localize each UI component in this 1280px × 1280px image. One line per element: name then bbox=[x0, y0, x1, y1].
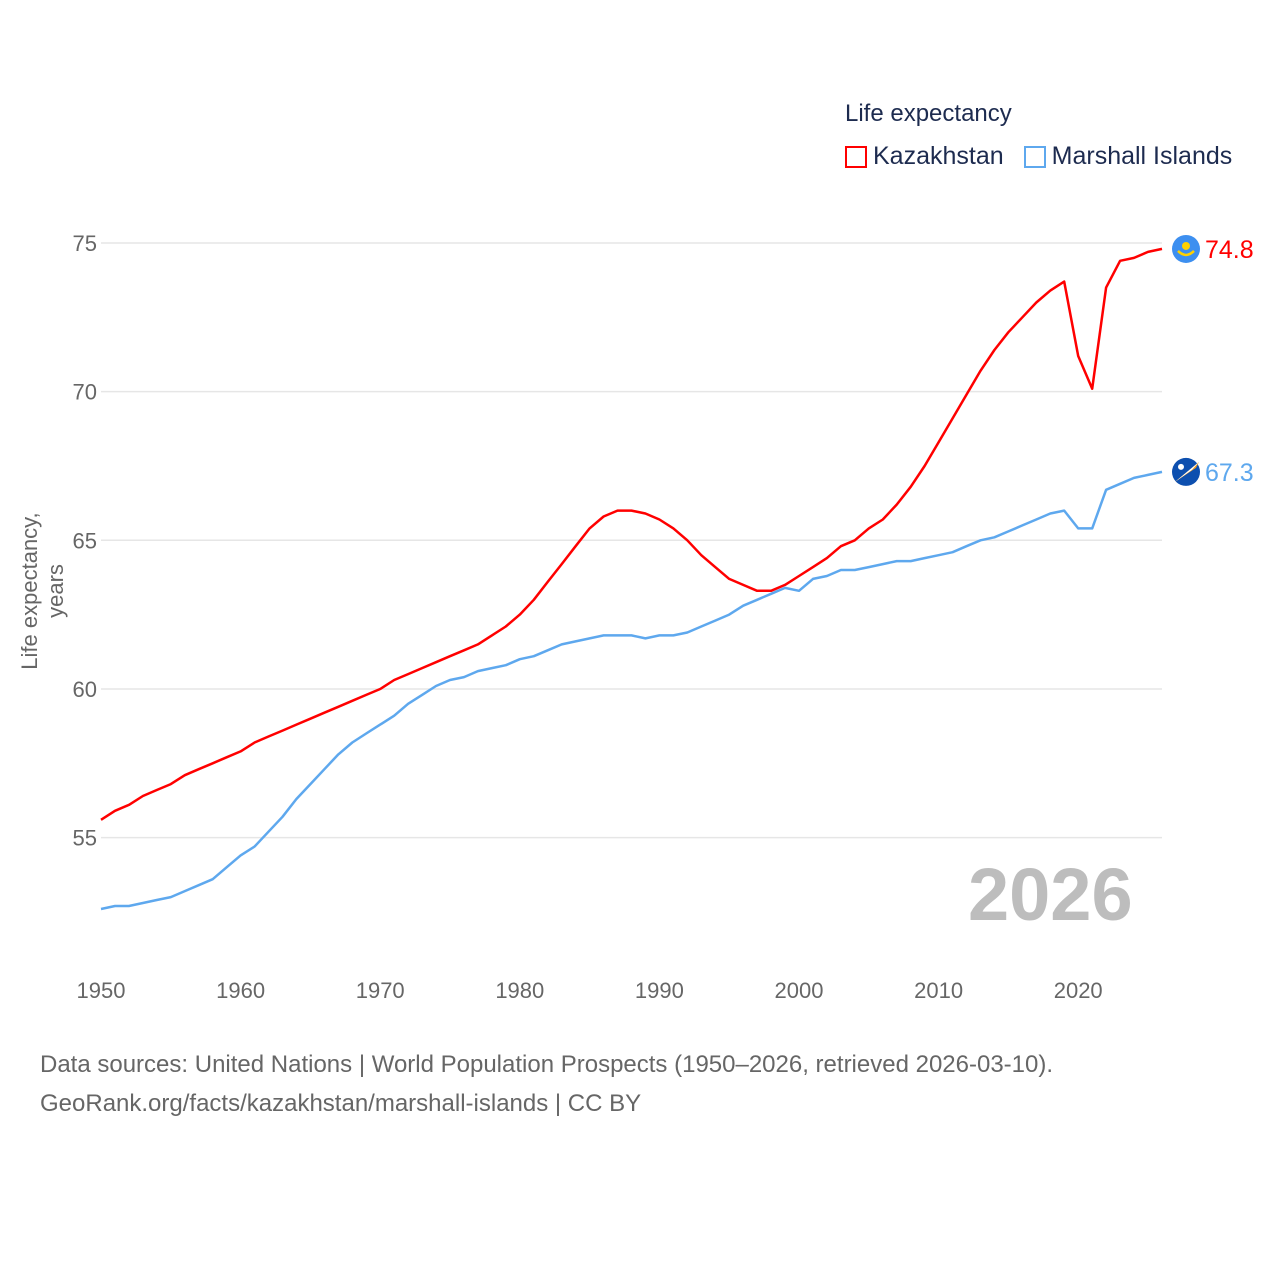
kazakhstan-flag-icon bbox=[1172, 234, 1200, 263]
y-tick-label: 75 bbox=[73, 231, 97, 256]
x-tick-label: 1960 bbox=[216, 978, 265, 1003]
legend-swatch-kazakhstan bbox=[845, 145, 867, 168]
x-tick-label: 1950 bbox=[77, 978, 126, 1003]
x-tick-label: 1970 bbox=[356, 978, 405, 1003]
y-tick-label: 60 bbox=[73, 677, 97, 702]
legend-item-kazakhstan[interactable]: Kazakhstan bbox=[845, 142, 1004, 171]
x-tick-label: 1980 bbox=[495, 978, 544, 1003]
end-value-label: 74.8 bbox=[1205, 236, 1254, 264]
source-note: Data sources: United Nations | World Pop… bbox=[40, 1045, 1053, 1123]
y-tick-label: 65 bbox=[73, 528, 97, 553]
x-tick-label: 2010 bbox=[914, 978, 963, 1003]
flag-star bbox=[1178, 463, 1184, 470]
marshall-islands-flag-icon bbox=[1172, 457, 1200, 486]
flag-stripe-white bbox=[1175, 461, 1199, 482]
flag-sun bbox=[1182, 241, 1190, 250]
x-tick-label: 2000 bbox=[775, 978, 824, 1003]
series-line-marshall-islands bbox=[100, 470, 1163, 911]
flag-background bbox=[1172, 457, 1200, 486]
legend-title: Life expectancy bbox=[845, 100, 1012, 127]
flag-eagle bbox=[1177, 250, 1195, 257]
legend-swatch-marshall-islands bbox=[1023, 145, 1046, 168]
legend-label: Kazakhstan bbox=[873, 142, 1004, 170]
y-tick-label: 55 bbox=[73, 826, 97, 851]
x-tick-label: 2020 bbox=[1054, 978, 1103, 1003]
y-axis-label: Life expectancy, years bbox=[17, 512, 68, 670]
current-year-watermark: 2026 bbox=[968, 853, 1133, 936]
legend-item-marshall-islands[interactable]: Marshall Islands bbox=[1023, 142, 1233, 171]
source-line-2[interactable]: GeoRank.org/facts/kazakhstan/marshall-is… bbox=[40, 1090, 642, 1117]
source-line-1: Data sources: United Nations | World Pop… bbox=[40, 1051, 1054, 1078]
end-value-label: 67.3 bbox=[1205, 459, 1254, 487]
series-line-kazakhstan bbox=[100, 247, 1163, 821]
legend: Kazakhstan Marshall Islands bbox=[845, 142, 1232, 171]
legend-label: Marshall Islands bbox=[1051, 142, 1233, 170]
y-tick-label: 70 bbox=[73, 380, 97, 405]
x-tick-label: 1990 bbox=[635, 978, 684, 1003]
